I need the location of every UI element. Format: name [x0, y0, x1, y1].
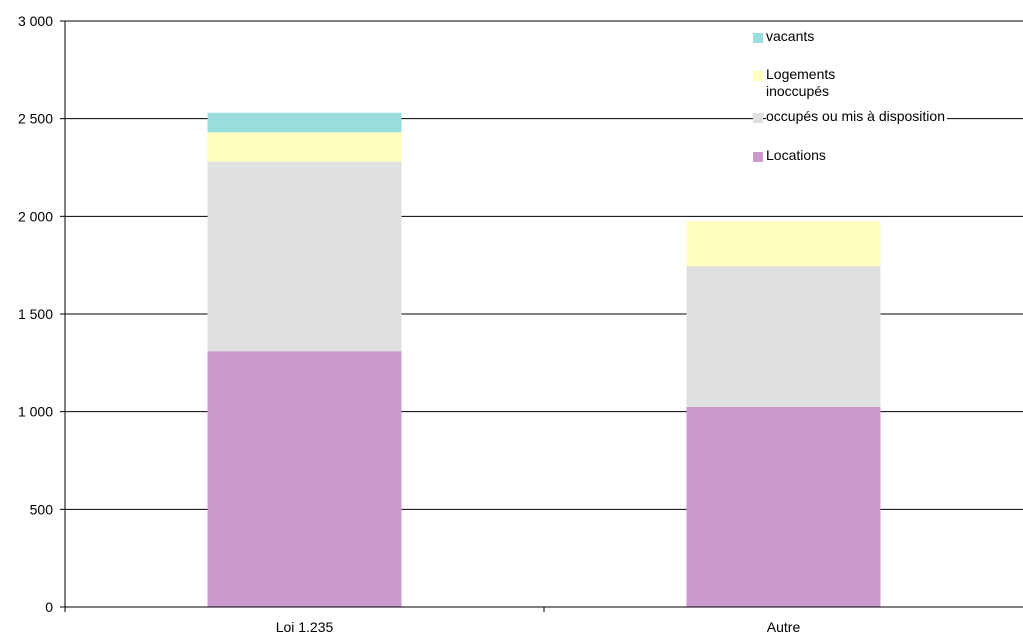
bar-segment-occupés [207, 161, 402, 352]
bar-segment-vacants [207, 112, 402, 133]
legend-item-occupes: occupés ou mis à disposition [753, 108, 947, 125]
legend-label-occupes: occupés ou mis à disposition [766, 108, 947, 125]
bar-segment-occupés [686, 266, 881, 407]
legend-label-vacants: vacants [766, 28, 817, 45]
legend-item-inoccupes: Logements inoccupés [753, 66, 838, 100]
legend-item-vacants: vacants [753, 28, 817, 45]
legend-swatch-locations [753, 152, 763, 162]
x-axis-ticks: Loi 1.235 Autre [64, 607, 801, 635]
bar-segment-logements [207, 132, 402, 162]
bar-segment-locations [207, 351, 402, 607]
legend-label-inoccupes-line2: inoccupés [766, 83, 830, 99]
y-tick-label: 500 [30, 501, 54, 517]
y-tick-label: 0 [45, 599, 53, 615]
legend-swatch-vacants [753, 33, 763, 43]
bar-segment-locations [686, 406, 881, 607]
y-tick-label: 2 500 [18, 111, 53, 127]
bars [207, 112, 881, 607]
legend-label-inoccupes: Logements inoccupés [766, 66, 838, 100]
x-tick-label: Loi 1.235 [276, 619, 334, 635]
y-tick-label: 1 000 [18, 404, 53, 420]
legend-label-inoccupes-line1: Logements [766, 66, 836, 82]
x-tick-label: Autre [767, 619, 801, 635]
y-axis-ticks: 0 500 1 000 1 500 2 000 2 500 3 000 [18, 13, 65, 615]
bar-segment-logements [686, 221, 881, 267]
y-tick-label: 2 000 [18, 208, 53, 224]
legend-item-locations: Locations [753, 147, 828, 164]
y-tick-label: 1 500 [18, 306, 53, 322]
y-tick-label: 3 000 [18, 13, 53, 29]
legend-label-locations: Locations [766, 147, 828, 164]
legend-swatch-occupes [753, 113, 763, 123]
legend-swatch-inoccupes [753, 71, 763, 81]
